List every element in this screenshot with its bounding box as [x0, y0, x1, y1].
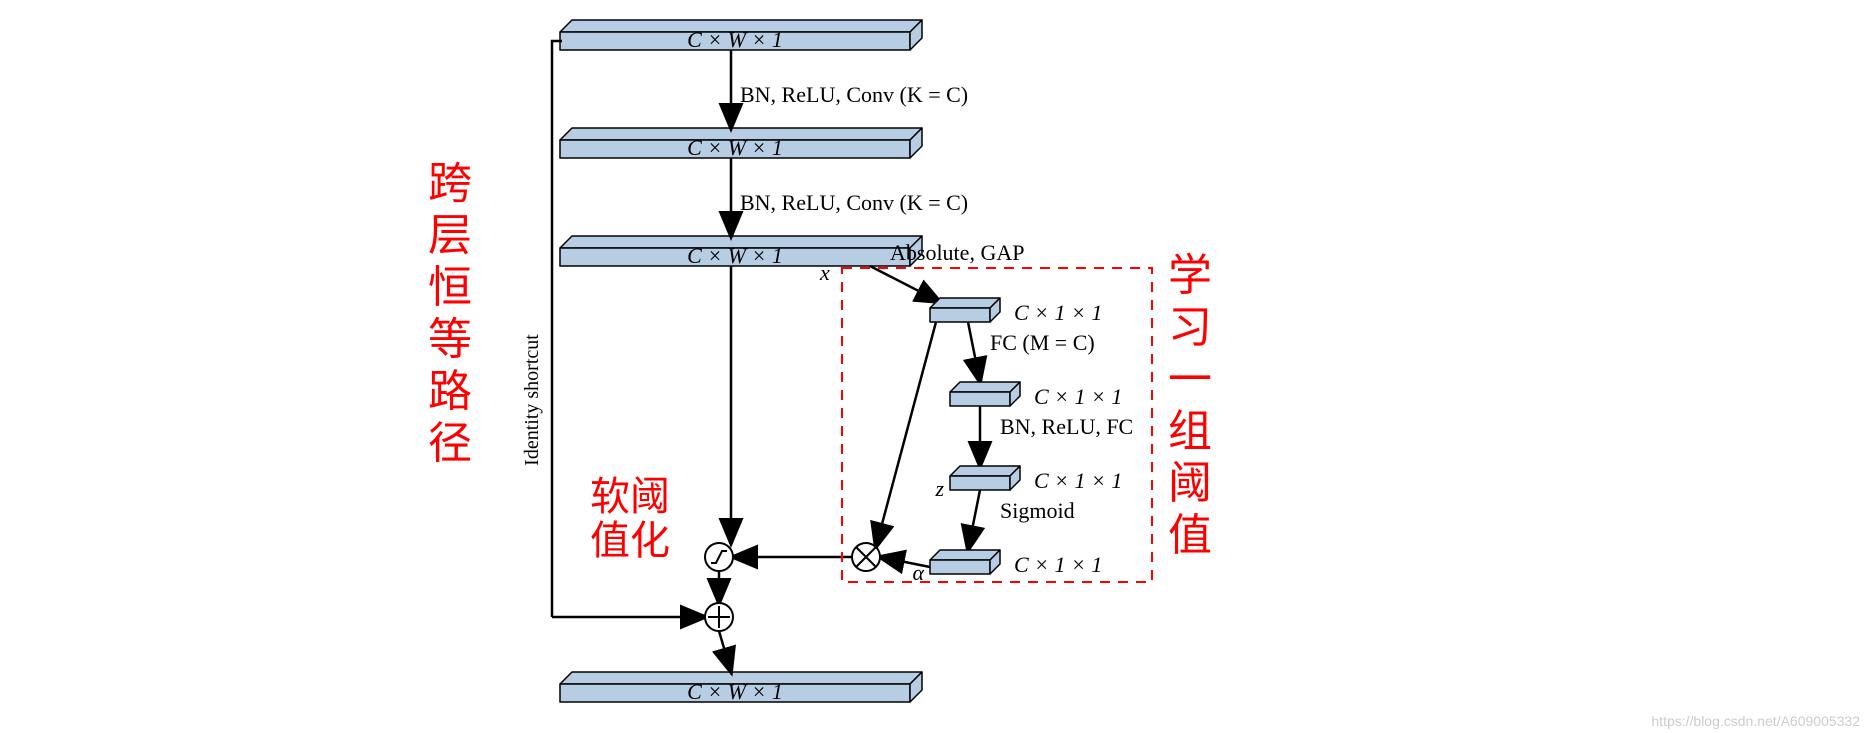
tensor-label: C × W × 1: [687, 243, 783, 268]
right-annotation-char: 一: [1168, 355, 1212, 404]
op_mul: [852, 543, 880, 571]
identity-shortcut-label: Identity shortcut: [521, 334, 543, 466]
flow-arrow: [968, 490, 980, 550]
tensor-label: C × W × 1: [687, 679, 783, 704]
flow-arrow: [968, 322, 980, 382]
right-annotation-char: 学: [1168, 251, 1212, 300]
right-annotation-char: 值: [1168, 511, 1212, 560]
flow-arrow: [870, 266, 940, 302]
right-annotation-char: 阈: [1168, 459, 1212, 508]
tensor-label: C × 1 × 1: [1034, 468, 1122, 493]
left-annotation-char: 层: [428, 211, 472, 260]
op_add: [705, 603, 733, 631]
flow-line: [552, 41, 562, 617]
flow-label: FC (M = C): [990, 330, 1095, 355]
left-annotation-char: 径: [428, 419, 472, 468]
flow-label: Sigmoid: [1000, 498, 1075, 523]
tensor-block-b0: C × W × 1: [560, 20, 922, 52]
tensor-label: C × 1 × 1: [1034, 384, 1122, 409]
tensor-label: C × W × 1: [687, 27, 783, 52]
flow-label: BN, ReLU, Conv (K = C): [740, 190, 968, 215]
watermark: https://blog.csdn.net/A609005332: [1651, 713, 1860, 729]
flow-label: BN, ReLU, FC: [1000, 414, 1133, 439]
flow-label: BN, ReLU, Conv (K = C): [740, 82, 968, 107]
op_soft: [705, 543, 733, 571]
flow-arrow: [876, 322, 936, 547]
tensor-block-s3: C × 1 × 1 α: [912, 550, 1102, 585]
tensor-block-s1: C × 1 × 1: [950, 382, 1122, 409]
tensor-block-s2: C × 1 × 1 z: [934, 466, 1122, 501]
center-annotation-line: 值化: [590, 518, 670, 563]
tensor-block-s0: C × 1 × 1: [930, 298, 1102, 325]
center-annotation-line: 软阈: [590, 474, 670, 519]
left-annotation-char: 恒: [428, 263, 472, 312]
tensor-block-b1: C × W × 1: [560, 128, 922, 160]
flow-label: x: [819, 260, 830, 285]
tensor-block-b2: C × W × 1: [560, 236, 922, 268]
left-annotation-char: 跨: [428, 159, 472, 208]
right-annotation-char: 组: [1168, 407, 1212, 456]
right-annotation-char: 习: [1168, 303, 1212, 352]
tensor-var-label: z: [934, 476, 944, 501]
tensor-label: C × 1 × 1: [1014, 300, 1102, 325]
flow-arrow: [719, 631, 731, 672]
left-annotation-char: 等: [428, 315, 472, 364]
flow-label: Absolute, GAP: [890, 240, 1024, 265]
tensor-label: C × W × 1: [687, 135, 783, 160]
left-annotation-char: 路: [428, 367, 472, 416]
tensor-label: C × 1 × 1: [1014, 552, 1102, 577]
tensor-block-b3: C × W × 1: [560, 672, 922, 704]
tensor-var-label: α: [912, 560, 924, 585]
